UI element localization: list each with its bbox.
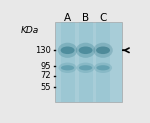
Ellipse shape: [76, 43, 95, 58]
Ellipse shape: [79, 46, 93, 54]
Bar: [55, 22, 122, 102]
Text: 130: 130: [35, 46, 51, 55]
Text: KDa: KDa: [21, 26, 39, 35]
Bar: [61, 22, 75, 102]
Ellipse shape: [96, 65, 110, 70]
Bar: [96, 22, 110, 102]
Ellipse shape: [61, 65, 74, 70]
Ellipse shape: [58, 43, 77, 58]
Text: 72: 72: [41, 71, 51, 80]
Text: B: B: [82, 13, 89, 23]
Text: 55: 55: [41, 83, 51, 92]
Bar: [79, 22, 93, 102]
Ellipse shape: [61, 46, 75, 54]
Text: A: A: [64, 13, 71, 23]
Ellipse shape: [96, 46, 110, 54]
Ellipse shape: [93, 43, 113, 58]
Text: 95: 95: [41, 62, 51, 71]
Ellipse shape: [76, 63, 95, 73]
Ellipse shape: [58, 63, 77, 73]
Ellipse shape: [79, 65, 92, 70]
Text: C: C: [99, 13, 107, 23]
Ellipse shape: [94, 63, 112, 73]
